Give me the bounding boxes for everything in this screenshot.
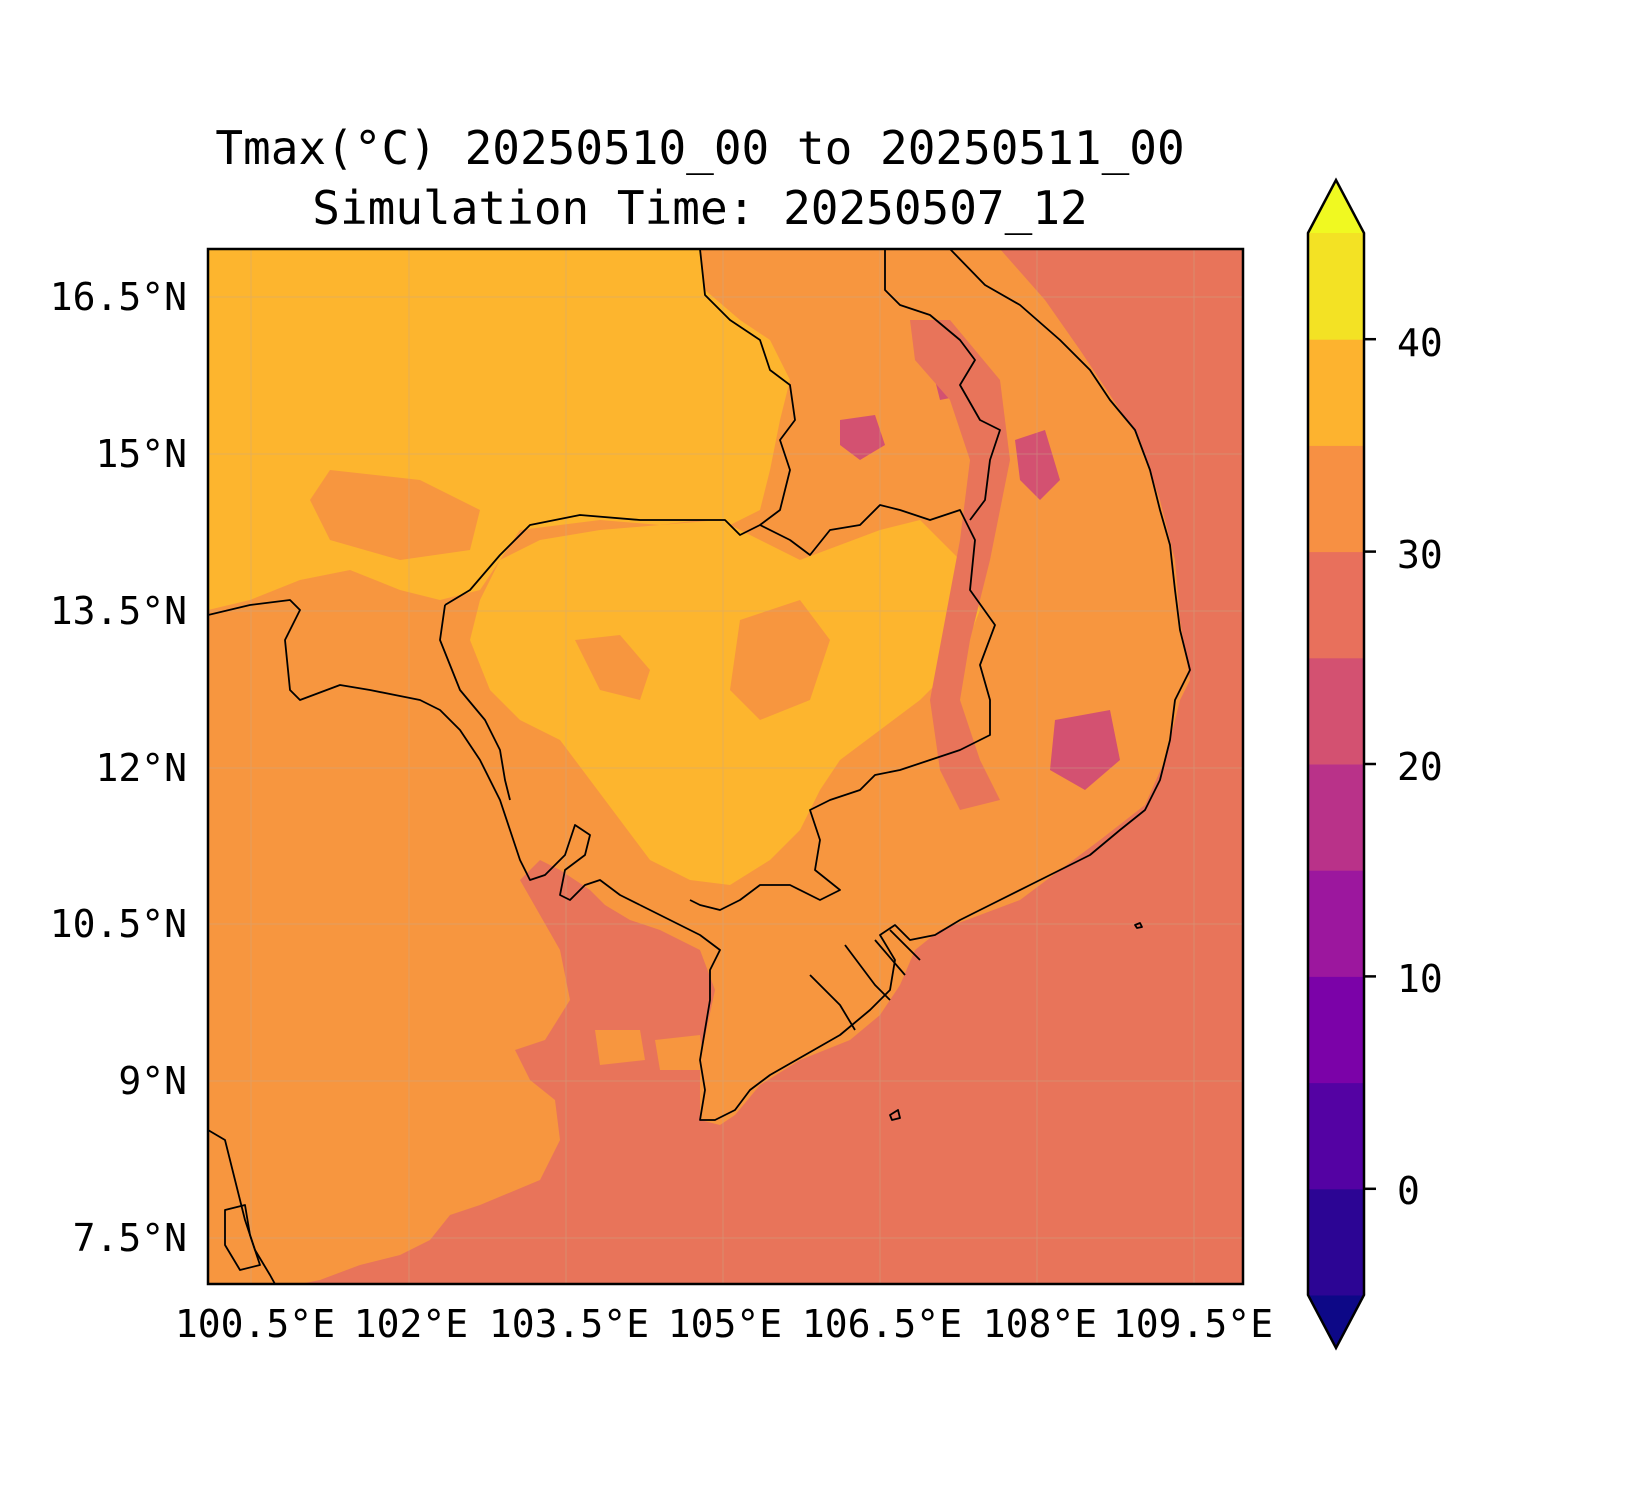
lat-tick-label: 13.5°N	[50, 589, 187, 633]
warm-patch-3	[310, 470, 480, 560]
warm-patch-2	[730, 600, 830, 720]
title-line-2: Simulation Time: 20250507_12	[312, 181, 1088, 235]
colorbar-band	[1308, 657, 1364, 765]
colorbar-tick-label: 40	[1397, 321, 1443, 365]
lat-tick-label: 16.5°N	[50, 275, 187, 319]
colorbar-band	[1308, 1082, 1364, 1190]
gridlines	[208, 249, 1243, 1284]
island-2	[1134, 922, 1143, 929]
colorbar-band	[1308, 1188, 1364, 1296]
colorbar	[1306, 177, 1376, 1351]
warm-patch-1	[575, 635, 650, 700]
colorbar-extend-min	[1308, 1295, 1364, 1348]
vietnam-coastline	[639, 249, 1191, 1121]
laos-border	[699, 249, 796, 526]
hot-region-cambodia	[470, 520, 980, 885]
longitude-tick-labels: 100.5°E 102°E 103.5°E 105°E 106.5°E 108°…	[175, 1302, 1273, 1346]
colorbar-tick-label: 0	[1397, 1169, 1420, 1213]
cambodia-border	[444, 504, 996, 911]
lon-tick-label: 100.5°E	[175, 1302, 335, 1346]
lon-tick-label: 108°E	[983, 1302, 1097, 1346]
island	[224, 1204, 261, 1271]
lon-tick-label: 109.5°E	[1113, 1302, 1273, 1346]
colorbar-tick-label: 10	[1397, 957, 1443, 1001]
thai-cambodia-border	[439, 604, 511, 801]
highland-cool-band	[910, 320, 1010, 810]
colorbar-band	[1308, 445, 1364, 553]
cool-spot-1	[1050, 710, 1120, 790]
laos-vietnam-border	[884, 249, 1001, 521]
colorbar-outline	[1306, 177, 1366, 1351]
colorbar-tick-labels: 40 30 20 10 0	[1397, 321, 1443, 1213]
mekong-delta-channels	[809, 929, 921, 1031]
colorbar-tick-label: 20	[1397, 745, 1443, 789]
colorbar-band	[1308, 339, 1364, 446]
title-line-1: Tmax(°C) 20250510_00 to 20250511_00	[215, 121, 1185, 175]
lat-tick-label: 9°N	[118, 1059, 187, 1103]
malay-coastline	[208, 1129, 276, 1284]
colorbar-band	[1308, 233, 1364, 340]
lon-tick-label: 103.5°E	[489, 1302, 649, 1346]
lon-tick-label: 105°E	[668, 1302, 782, 1346]
lon-tick-label: 106.5°E	[802, 1302, 962, 1346]
gulf-coastline	[208, 599, 641, 906]
map-panel	[208, 249, 1243, 1284]
colorbar-extend-max	[1308, 180, 1364, 233]
lat-tick-label: 15°N	[95, 432, 187, 476]
sea-warm-patch	[595, 1030, 645, 1065]
colorbar-band	[1308, 976, 1364, 1084]
colorbar-band	[1308, 870, 1364, 977]
coastlines-borders	[208, 249, 1191, 1284]
sea-warm-patch-2	[655, 1035, 705, 1070]
colorbar-tick-label: 30	[1397, 533, 1443, 577]
latitude-tick-labels: 16.5°N 15°N 13.5°N 12°N 10.5°N 9°N 7.5°N	[50, 275, 187, 1260]
lat-tick-label: 7.5°N	[73, 1216, 187, 1260]
lat-tick-label: 10.5°N	[50, 902, 187, 946]
warm-patch-4	[860, 249, 1030, 340]
lat-tick-label: 12°N	[95, 746, 187, 790]
colorbar-band	[1308, 551, 1364, 659]
lon-tick-label: 102°E	[354, 1302, 468, 1346]
map-frame	[206, 247, 1245, 1286]
cool-spot-3	[840, 415, 885, 460]
colorbar-band	[1308, 764, 1364, 871]
island-3	[889, 1109, 901, 1121]
map-title: Tmax(°C) 20250510_00 to 20250511_00 Simu…	[100, 118, 1300, 238]
cool-spot-2	[1015, 430, 1060, 500]
